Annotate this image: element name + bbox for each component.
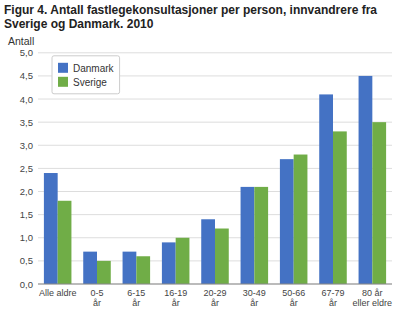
legend-swatch — [58, 77, 68, 87]
grid-line — [38, 284, 392, 285]
bar — [176, 238, 190, 284]
x-tick-label: 0-5år — [90, 288, 103, 308]
bar — [254, 187, 268, 284]
bar — [123, 252, 137, 284]
legend-label: Danmark — [73, 63, 115, 74]
x-tick-label: 16-19år — [164, 288, 187, 308]
title-line: Sverige og Danmark. 2010 — [4, 17, 154, 31]
y-axis-label: Antall — [8, 35, 34, 47]
bar — [44, 173, 58, 284]
x-tick-label-line: år — [93, 298, 101, 308]
x-tick-label-line: år — [250, 298, 258, 308]
x-tick-label-line: år — [290, 298, 298, 308]
x-tick-label-line: 20-29 — [203, 288, 226, 298]
x-tick-label-line: 67-79 — [321, 288, 344, 298]
x-tick-label-line: 0-5 — [90, 288, 103, 298]
y-tick-label: 0,0 — [20, 279, 33, 290]
legend: Danmark Sverige — [52, 56, 120, 94]
x-tick-label-line: år — [132, 298, 140, 308]
x-tick-label: 6-15år — [127, 288, 145, 308]
y-tick-label: 2,5 — [20, 163, 33, 174]
x-tick-label-line: eller eldre — [353, 298, 393, 308]
x-tick-label-line: 16-19 — [164, 288, 187, 298]
title: Figur 4. Antall fastlegekonsultasjoner p… — [4, 3, 377, 31]
y-tick-label: 2,0 — [20, 186, 33, 197]
x-tick-label-line: 6-15 — [127, 288, 145, 298]
grid-line — [38, 99, 392, 100]
bar — [97, 261, 111, 284]
bar — [58, 201, 72, 284]
legend-box — [52, 56, 120, 94]
legend-swatch — [58, 63, 68, 73]
x-axis-line — [38, 284, 392, 285]
y-tick-label: 4,0 — [20, 94, 33, 105]
title-line: Figur 4. Antall fastlegekonsultasjoner p… — [4, 3, 377, 17]
x-tick-label-line: år — [329, 298, 337, 308]
bar — [359, 76, 373, 284]
y-tick-label: 5,0 — [20, 47, 33, 58]
grid-line — [38, 122, 392, 123]
bar — [319, 94, 333, 284]
bar — [241, 187, 255, 284]
x-tick-label: 80 åreller eldre — [353, 288, 393, 308]
x-tick-label-line: år — [172, 298, 180, 308]
y-tick-label: 0,5 — [20, 255, 33, 266]
bar — [372, 122, 386, 284]
bar — [294, 155, 308, 284]
x-tick-label-line: 80 år — [362, 288, 383, 298]
x-tick-label: 67-79år — [321, 288, 344, 308]
y-tick-label: 3,0 — [20, 140, 33, 151]
x-tick-label-line: 50-66 — [282, 288, 305, 298]
y-tick-label: 1,0 — [20, 232, 33, 243]
y-tick-label: 1,5 — [20, 209, 33, 220]
x-tick-label: 20-29år — [203, 288, 226, 308]
bar — [280, 159, 294, 284]
y-tick-label: 3,5 — [20, 117, 33, 128]
grid — [38, 53, 392, 284]
bar — [215, 229, 229, 284]
grid-line — [38, 52, 392, 53]
bar — [333, 131, 347, 284]
chart: Figur 4. Antall fastlegekonsultasjoner p… — [0, 0, 400, 320]
x-tick-label: 50-66år — [282, 288, 305, 308]
bars — [44, 76, 386, 284]
bar — [136, 256, 150, 284]
bar — [201, 219, 215, 284]
y-tick-label: 4,5 — [20, 70, 33, 81]
legend-label: Sverige — [73, 77, 107, 88]
x-tick-label-line: år — [211, 298, 219, 308]
x-tick-label: Alle aldre — [39, 288, 77, 298]
x-tick-label: 30-49år — [243, 288, 266, 308]
x-tick-label-line: Alle aldre — [39, 288, 77, 298]
bar — [83, 252, 97, 284]
bar — [162, 242, 176, 284]
x-tick-label-line: 30-49 — [243, 288, 266, 298]
